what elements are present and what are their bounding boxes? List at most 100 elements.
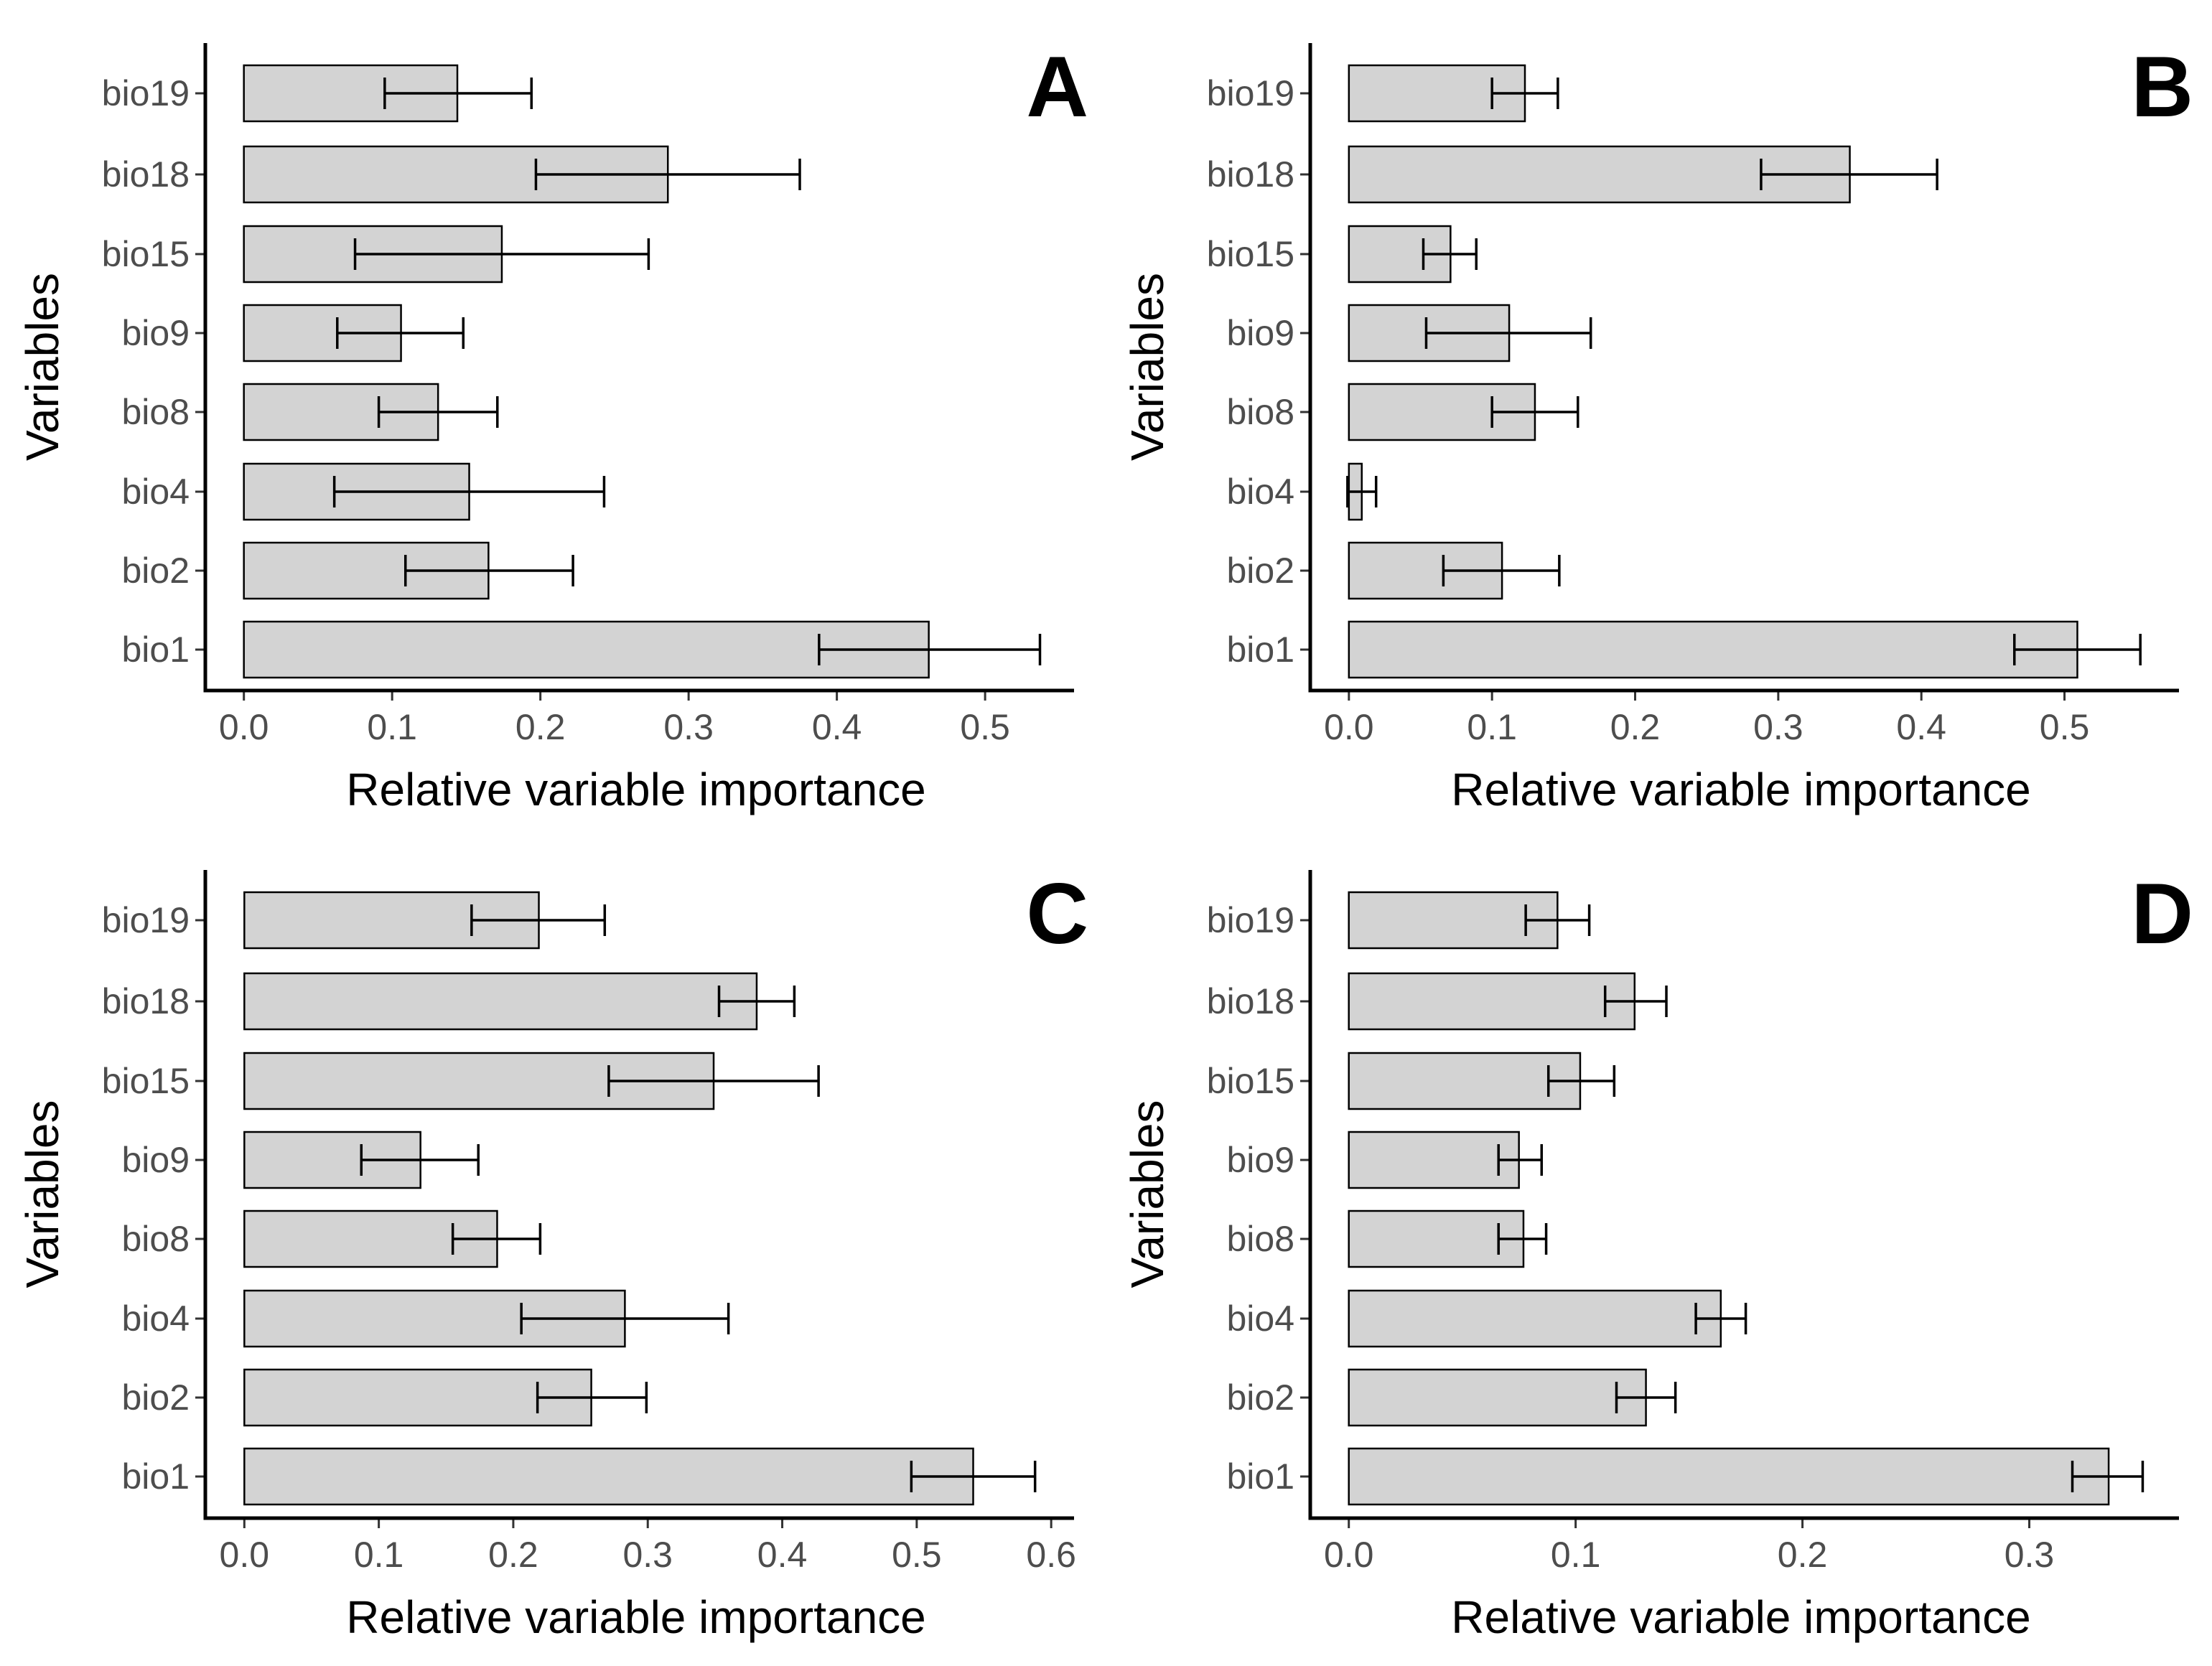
- panel-b: bio1 bio2 bio4 bio8 bio9 bio15 bio18 bio19 0.0 0.…: [1121, 39, 2193, 815]
- bar-bio1: [1348, 620, 2078, 679]
- error-bar-bio15: [1546, 1065, 1616, 1097]
- y-tick-label-bio2: bio2: [1226, 1377, 1294, 1418]
- bar-bio4: [1348, 1289, 1722, 1348]
- error-bar-bio19: [1490, 78, 1559, 109]
- x-tick-label: 0.0: [219, 707, 269, 747]
- y-tick-label-bio18: bio18: [1207, 981, 1294, 1021]
- x-tick-label: 0.2: [1610, 707, 1661, 747]
- y-tick-label-bio8: bio8: [1226, 392, 1294, 432]
- x-tick-label: 0.5: [2040, 707, 2090, 747]
- y-tick-label-bio15: bio15: [102, 234, 190, 274]
- error-bar-bio4: [1346, 476, 1378, 507]
- y-tick-label-bio4: bio4: [121, 1298, 190, 1339]
- y-tick-label-bio9: bio9: [121, 1140, 190, 1180]
- error-bar-bio18: [534, 159, 801, 190]
- bar-bio19: [1348, 891, 1559, 950]
- x-tick-label: 0.3: [622, 1535, 673, 1575]
- error-bar-bio4: [332, 476, 606, 507]
- bar-bio1: [243, 1447, 974, 1506]
- x-axis-title: Relative variable importance: [346, 1591, 926, 1643]
- bar-bio15: [1348, 1052, 1582, 1110]
- error-bar-bio2: [1615, 1382, 1677, 1413]
- bar-bio1: [243, 620, 930, 679]
- error-bar-bio15: [607, 1065, 820, 1097]
- error-bar-bio18: [1603, 986, 1668, 1017]
- x-tick-label: 0.3: [663, 707, 714, 747]
- panel-label: B: [2131, 39, 2193, 135]
- error-bar-bio8: [1490, 396, 1579, 428]
- panel-c: bio1 bio2 bio4 bio8 bio9 bio15 bio18 bio19 0.0 0.…: [17, 866, 1088, 1643]
- error-bar-bio9: [1497, 1144, 1543, 1176]
- x-tick-label: 0.2: [488, 1535, 538, 1575]
- y-tick-label-bio1: bio1: [1226, 630, 1294, 670]
- error-bar-bio4: [1694, 1303, 1747, 1334]
- y-tick-label-bio15: bio15: [1207, 234, 1294, 274]
- y-tick-label-bio8: bio8: [121, 1219, 190, 1259]
- panel-label: D: [2131, 866, 2193, 962]
- x-tick-label: 0.3: [1753, 707, 1803, 747]
- x-tick-label: 0.4: [1896, 707, 1946, 747]
- error-bar-bio15: [1422, 238, 1478, 270]
- error-bar-bio2: [1442, 555, 1561, 586]
- x-tick-label: 0.6: [1026, 1535, 1076, 1575]
- y-tick-label-bio4: bio4: [1226, 472, 1294, 512]
- x-tick-label: 0.1: [1551, 1535, 1601, 1575]
- bar-bio8: [1348, 1209, 1525, 1268]
- x-axis-title: Relative variable importance: [1451, 1591, 2031, 1643]
- x-tick-label: 0.5: [892, 1535, 942, 1575]
- error-bar-bio15: [353, 238, 650, 270]
- y-tick-label-bio15: bio15: [102, 1061, 190, 1101]
- y-tick-label-bio8: bio8: [121, 392, 190, 432]
- y-tick-label-bio2: bio2: [121, 551, 190, 591]
- error-bar-bio19: [1524, 904, 1591, 936]
- bar-bio18: [1348, 972, 1636, 1031]
- bar-bio9: [1348, 1131, 1520, 1189]
- error-bar-bio18: [1760, 159, 1938, 190]
- y-tick-label-bio2: bio2: [1226, 551, 1294, 591]
- y-tick-label-bio1: bio1: [1226, 1456, 1294, 1497]
- x-tick-label: 0.2: [515, 707, 566, 747]
- y-tick-label-bio19: bio19: [102, 73, 190, 113]
- x-tick-label: 0.0: [220, 1535, 270, 1575]
- panel-d: bio1 bio2 bio4 bio8 bio9 bio15 bio18 bio19 0.0 0.…: [1121, 866, 2193, 1643]
- x-tick-label: 0.2: [1778, 1535, 1828, 1575]
- y-tick-label-bio18: bio18: [102, 154, 190, 195]
- x-axis-title: Relative variable importance: [346, 764, 926, 815]
- error-bar-bio2: [536, 1382, 648, 1413]
- x-tick-label: 0.0: [1324, 707, 1374, 747]
- y-tick-label-bio4: bio4: [121, 472, 190, 512]
- y-axis-title: Variables: [1121, 1100, 1173, 1288]
- y-tick-label-bio9: bio9: [1226, 313, 1294, 353]
- y-axis-title: Variables: [17, 273, 68, 461]
- bar-bio2: [243, 1368, 592, 1427]
- y-tick-label-bio19: bio19: [1207, 73, 1294, 113]
- error-bar-bio18: [717, 986, 796, 1017]
- error-bar-bio1: [818, 634, 1042, 665]
- error-bar-bio1: [2071, 1461, 2145, 1492]
- error-bar-bio8: [451, 1223, 542, 1255]
- x-tick-label: 0.4: [812, 707, 862, 747]
- y-tick-label-bio19: bio19: [1207, 900, 1294, 940]
- x-tick-label: 0.1: [1467, 707, 1517, 747]
- error-bar-bio9: [1424, 317, 1592, 349]
- y-tick-label-bio18: bio18: [1207, 154, 1294, 195]
- y-tick-label-bio1: bio1: [121, 630, 190, 670]
- bar-bio2: [1348, 1368, 1647, 1427]
- error-bar-bio19: [383, 78, 533, 109]
- error-bar-bio8: [1497, 1223, 1548, 1255]
- y-tick-label-bio4: bio4: [1226, 1298, 1294, 1339]
- error-bar-bio9: [336, 317, 465, 349]
- bar-bio18: [243, 972, 758, 1031]
- y-tick-label-bio15: bio15: [1207, 1061, 1294, 1101]
- x-tick-label: 0.1: [354, 1535, 404, 1575]
- bar-bio1: [1348, 1447, 2110, 1506]
- y-tick-label-bio8: bio8: [1226, 1219, 1294, 1259]
- error-bar-bio8: [377, 396, 499, 428]
- x-axis-title: Relative variable importance: [1451, 764, 2031, 815]
- y-tick-label-bio9: bio9: [1226, 1140, 1294, 1180]
- x-tick-label: 0.5: [960, 707, 1010, 747]
- panel-label: C: [1026, 866, 1088, 962]
- error-bar-bio9: [360, 1144, 480, 1176]
- y-tick-label-bio9: bio9: [121, 313, 190, 353]
